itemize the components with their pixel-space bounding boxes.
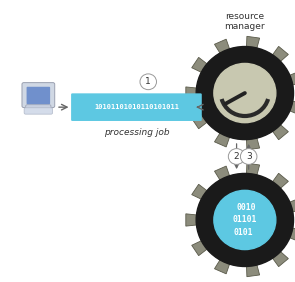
Circle shape xyxy=(196,47,294,140)
Text: 1: 1 xyxy=(145,77,151,86)
Text: 3: 3 xyxy=(246,152,252,161)
Text: processing job: processing job xyxy=(104,128,169,137)
FancyBboxPatch shape xyxy=(71,93,202,121)
FancyBboxPatch shape xyxy=(36,105,41,107)
Text: 0010: 0010 xyxy=(237,203,256,212)
Circle shape xyxy=(214,190,276,250)
FancyBboxPatch shape xyxy=(24,108,53,114)
Circle shape xyxy=(214,63,276,123)
FancyBboxPatch shape xyxy=(26,105,51,110)
Circle shape xyxy=(228,149,245,164)
Polygon shape xyxy=(186,36,295,150)
Polygon shape xyxy=(186,163,295,277)
Text: resource
manager: resource manager xyxy=(224,12,265,31)
FancyBboxPatch shape xyxy=(22,83,55,108)
Circle shape xyxy=(196,173,294,266)
Text: 10101101010110101011: 10101101010110101011 xyxy=(94,104,179,110)
FancyBboxPatch shape xyxy=(27,87,50,104)
Text: 0101: 0101 xyxy=(233,228,253,237)
Circle shape xyxy=(140,74,156,90)
Text: 2: 2 xyxy=(234,152,240,161)
Text: 01101: 01101 xyxy=(233,215,257,224)
Circle shape xyxy=(240,149,257,164)
